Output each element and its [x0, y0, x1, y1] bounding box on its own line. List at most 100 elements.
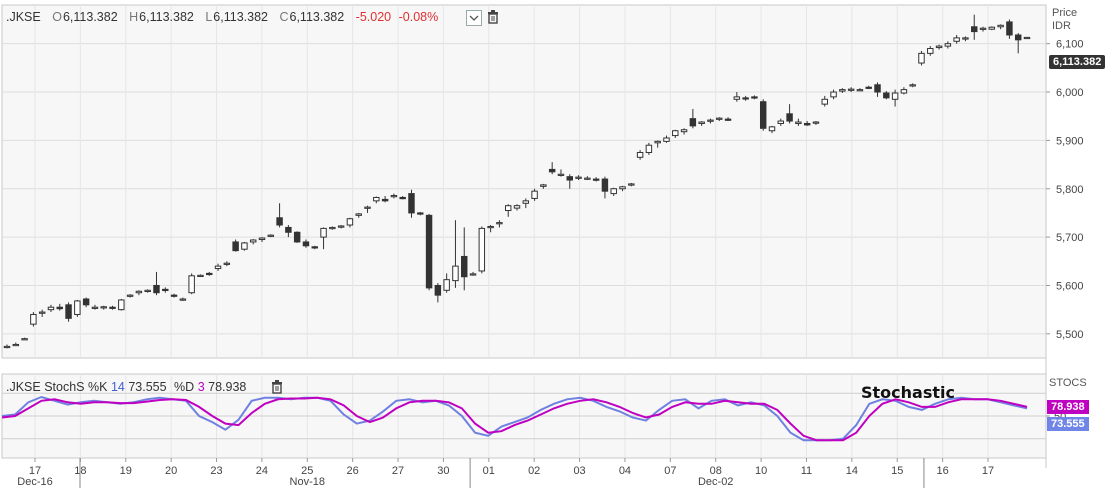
candle-body — [390, 195, 398, 198]
candle-body — [206, 272, 213, 276]
candle-body — [188, 275, 195, 294]
candle-body — [21, 338, 28, 341]
candle-body — [918, 52, 925, 64]
candle-body — [821, 98, 828, 105]
x-month-label: Dec-16 — [17, 476, 52, 488]
candle-body — [548, 168, 556, 173]
x-tick-label: 25 — [301, 465, 313, 477]
x-tick-label: 07 — [664, 465, 676, 477]
candle-body — [469, 273, 477, 276]
candle-body — [443, 279, 450, 291]
x-tick-label: 02 — [528, 465, 540, 477]
stoch-axis-title: STOCS — [1049, 377, 1087, 389]
x-tick-label: 03 — [573, 465, 585, 477]
low-label: L — [205, 10, 213, 24]
chevron-down-button[interactable] — [466, 10, 482, 26]
candle-body — [241, 242, 248, 250]
candle-body — [355, 213, 362, 216]
candle-body — [30, 313, 37, 325]
candle-body — [592, 178, 600, 181]
candle-body — [258, 237, 266, 241]
candle-body — [126, 294, 134, 297]
candle-body — [575, 176, 582, 179]
candle-body — [496, 222, 503, 225]
candle-body — [197, 274, 204, 278]
price-panel — [1, 4, 1047, 359]
price-tick-label: 5,500 — [1056, 329, 1084, 341]
x-tick-label: 01 — [483, 465, 495, 477]
candle-body — [953, 37, 960, 42]
candle-body — [724, 118, 732, 121]
candle-body — [293, 231, 301, 243]
candle-body — [540, 184, 547, 187]
candle-body — [153, 284, 160, 294]
high-label: H — [129, 10, 139, 24]
candle-body — [513, 205, 521, 209]
trash-icon[interactable] — [487, 10, 499, 24]
candle-body — [346, 218, 354, 226]
candle-body — [461, 255, 468, 278]
candle-body — [38, 311, 46, 314]
x-tick-label: 17 — [29, 465, 41, 477]
candle-body — [971, 26, 978, 33]
candle-body — [373, 196, 380, 202]
candle-body — [56, 306, 63, 310]
chevron-down-icon — [469, 15, 479, 21]
stochastic-annotation: Stochastic — [861, 383, 955, 402]
x-tick-label: 20 — [165, 465, 177, 477]
candle-body — [170, 294, 178, 297]
stoch-trash-icon[interactable] — [271, 380, 283, 394]
candle-body — [47, 306, 55, 311]
candle-body — [364, 206, 371, 209]
candle-body — [777, 120, 785, 124]
x-tick-label: 16 — [936, 465, 948, 477]
candle-body — [663, 137, 670, 142]
x-tick-label: 26 — [347, 465, 359, 477]
candle-body — [786, 113, 793, 122]
candle-body — [399, 196, 406, 200]
candle-body — [522, 200, 530, 204]
candle-body — [91, 306, 99, 309]
candle-body — [909, 84, 916, 87]
candle-body — [680, 129, 688, 133]
candle-body — [654, 140, 661, 144]
candle-body — [689, 118, 697, 127]
open-label: O — [52, 10, 62, 24]
candle-body — [1023, 36, 1031, 40]
candle-body — [751, 96, 758, 99]
candle-body — [636, 151, 644, 158]
x-tick-label: 27 — [392, 465, 404, 477]
x-tick-label: 30 — [437, 465, 449, 477]
candle-body — [962, 37, 969, 40]
candle-body — [1006, 21, 1013, 36]
x-tick-label: 11 — [801, 465, 812, 477]
candle-body — [883, 92, 890, 99]
candle-body — [74, 300, 81, 315]
candle-body — [979, 27, 987, 30]
x-tick-label: 23 — [210, 465, 222, 477]
price-axis-label: Price — [1052, 7, 1078, 19]
x-tick-label: 19 — [120, 465, 132, 477]
candle-body — [610, 188, 617, 195]
candle-body — [935, 45, 943, 49]
candle-body — [672, 130, 679, 137]
candle-body — [302, 241, 310, 247]
candle-body — [891, 92, 899, 100]
d-value: 78.938 — [208, 380, 247, 394]
ohlc-header: .JKSE O6,113.382 H6,113.382 L6,113.382 C… — [6, 10, 438, 24]
high-value: 6,113.382 — [139, 10, 194, 24]
price-tick-label: 5,700 — [1056, 232, 1084, 244]
candle-body — [285, 226, 292, 233]
price-tick-label: 6,000 — [1056, 87, 1084, 99]
stoch-header: .JKSE StochS %K 14 73.555 %D 3 78.938 — [6, 380, 246, 394]
candle-body — [232, 241, 239, 252]
candle-body — [417, 212, 424, 215]
open-value: 6,113.382 — [62, 10, 118, 24]
x-tick-label: 15 — [891, 465, 903, 477]
candle-body — [478, 227, 486, 272]
d-period: 3 — [197, 380, 205, 394]
candle-body — [557, 173, 565, 176]
candle-body — [619, 186, 626, 190]
candle-body — [311, 246, 318, 249]
